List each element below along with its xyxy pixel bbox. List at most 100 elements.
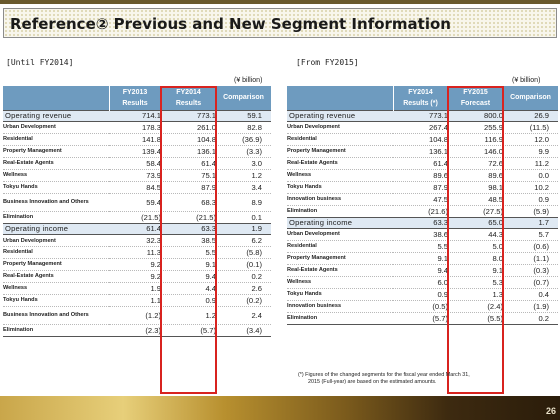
segment-label: Real-Estate Agents: [3, 160, 54, 167]
value-col1: 84.5: [146, 182, 161, 192]
value-col1: 773.1: [428, 111, 448, 121]
value-comparison: (0.3): [533, 265, 549, 275]
bottom-decorative-bar: [0, 396, 560, 420]
segment-label: Business Innovation and Others: [3, 311, 89, 318]
segment-row: Residential 104.8 116.9 12.0: [287, 133, 558, 146]
value-col2: 104.8: [196, 134, 216, 144]
value-col2: 61.4: [201, 158, 216, 168]
segment-label: Wellness: [287, 172, 312, 179]
right-section-label: [From FY2015]: [296, 58, 359, 67]
value-col1: 1.1: [150, 295, 161, 305]
operating-income-row: Operating income 61.4 63.3 1.9: [3, 223, 271, 235]
value-comparison: (0.1): [246, 259, 262, 269]
value-col1: 141.8: [141, 134, 161, 144]
right-table-body: Operating revenue 773.1 800.0 26.9 Urban Dev…: [287, 110, 558, 324]
value-col2: (27.5): [483, 206, 503, 216]
value-comparison: (3.3): [246, 146, 262, 156]
segment-label: Urban Development: [3, 124, 56, 131]
value-col2: 261.0: [196, 122, 216, 132]
value-col1: 714.1: [141, 111, 161, 121]
value-col1: 178.3: [141, 122, 161, 132]
value-comparison: 12.0: [534, 134, 549, 144]
page-number: 26: [545, 406, 556, 416]
value-col2: 9.1: [205, 259, 216, 269]
value-col2: 773.1: [196, 111, 216, 121]
value-comparison: (1.1): [533, 253, 549, 263]
right-unit-label: (¥ billion): [512, 77, 541, 84]
value-col1: (21.6): [428, 206, 448, 216]
segment-label: Tokyu Hands: [287, 184, 322, 191]
value-col1: (2.3): [145, 325, 161, 335]
value-comparison: 1.9: [251, 224, 262, 234]
footnote-line-1: (*) Figures of the changed segments for …: [298, 372, 470, 378]
value-col2: 48.5: [488, 194, 503, 204]
value-comparison: 26.9: [534, 111, 549, 121]
segment-label: Innovation business: [287, 196, 342, 203]
value-col2: 1.2: [205, 310, 216, 320]
value-col2: 65.0: [488, 218, 503, 228]
value-comparison: 3.4: [251, 182, 262, 192]
row-label: Operating income: [5, 224, 69, 234]
col3-header: Comparison: [503, 86, 559, 110]
value-col2: 5.3: [492, 277, 503, 287]
footnote: (*) Figures of the changed segments for …: [298, 372, 470, 386]
row-label: Operating revenue: [5, 111, 72, 121]
value-col1: 104.8: [428, 134, 448, 144]
value-col1: 38.6: [433, 229, 448, 239]
value-col1: 139.4: [141, 146, 161, 156]
value-col2: 68.3: [201, 197, 216, 207]
value-comparison: (36.9): [242, 134, 262, 144]
value-comparison: 0.9: [538, 194, 549, 204]
segment-label: Property Management: [3, 261, 62, 268]
value-comparison: 1.2: [251, 170, 262, 180]
slide-title: Reference② Previous and New Segment Info…: [10, 15, 451, 33]
value-col1: 73.9: [146, 170, 161, 180]
value-col2: 89.6: [488, 170, 503, 180]
value-col1: (1.2): [145, 310, 161, 320]
value-comparison: 0.2: [251, 271, 262, 281]
segment-row: Residential 141.8 104.8 (36.9): [3, 133, 271, 146]
value-col2: 38.5: [201, 236, 216, 246]
value-comparison: 8.9: [251, 197, 262, 207]
segment-label: Property Management: [3, 148, 62, 155]
value-comparison: (5.9): [533, 206, 549, 216]
col2-sub: Results: [161, 98, 217, 110]
segment-row: Wellness 73.9 75.1 1.2: [3, 169, 271, 182]
segment-row: Business Innovation and Others 59.4 68.3 8.…: [3, 193, 271, 212]
segment-label: Residential: [287, 136, 317, 143]
segment-label: Property Management: [287, 255, 346, 262]
value-comparison: 11.2: [534, 158, 549, 168]
value-comparison: 59.1: [247, 111, 262, 121]
segment-label: Real-Estate Agents: [3, 273, 54, 280]
value-col1: 136.1: [428, 146, 448, 156]
value-comparison: (5.8): [246, 247, 262, 257]
segment-label: Innovation business: [287, 303, 342, 310]
value-comparison: 0.0: [538, 170, 549, 180]
value-col1: 5.5: [437, 241, 448, 251]
value-col1: 9.2: [150, 271, 161, 281]
segment-row: Elimination (21.6) (27.5) (5.9): [287, 205, 558, 217]
segment-row: Elimination (2.3) (5.7) (3.4): [3, 324, 271, 337]
segment-row: Wellness 1.9 4.4 2.6: [3, 282, 271, 295]
footnote-line-2: 2015 (Full-year) are based on the estima…: [308, 379, 437, 385]
left-segment-table: FY2013 FY2014 Comparison Results Results…: [3, 86, 272, 337]
value-col1: 32.3: [146, 236, 161, 246]
segment-label: Residential: [3, 249, 33, 256]
segment-row: Property Management 9.2 9.1 (0.1): [3, 258, 271, 271]
value-comparison: (1.9): [533, 301, 549, 311]
value-comparison: (0.2): [246, 295, 262, 305]
value-col1: 9.4: [437, 265, 448, 275]
segment-label: Elimination: [287, 315, 318, 322]
value-col2: 1.3: [492, 289, 503, 299]
value-comparison: 0.1: [251, 212, 262, 222]
value-col1: 87.9: [433, 182, 448, 192]
col3-header: Comparison: [216, 86, 272, 110]
value-col1: (0.5): [432, 301, 448, 311]
value-col1: 59.4: [146, 197, 161, 207]
segment-label: Residential: [3, 136, 33, 143]
value-comparison: 9.9: [538, 146, 549, 156]
value-comparison: 1.7: [538, 218, 549, 228]
header-corner: [287, 86, 394, 110]
value-col2: 255.9: [483, 122, 503, 132]
left-section-label: [Until FY2014]: [6, 58, 74, 67]
